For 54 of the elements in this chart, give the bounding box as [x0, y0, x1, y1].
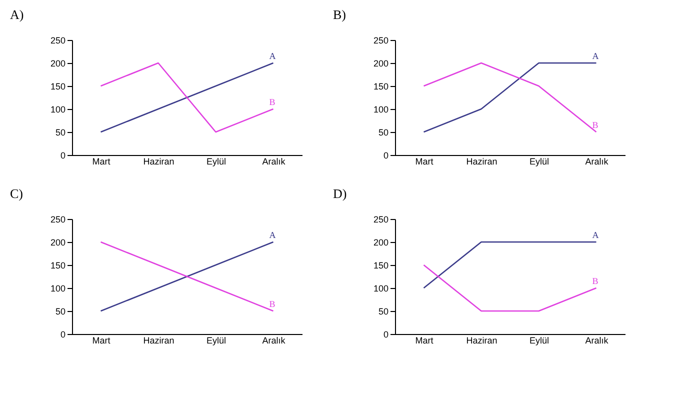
x-tick-label: Aralık — [585, 156, 609, 166]
y-tick-label: 200 — [50, 58, 66, 68]
y-tick-label: 250 — [373, 214, 388, 224]
y-tick-label: 100 — [373, 104, 388, 114]
series-label: A — [592, 51, 600, 61]
y-tick-label: 50 — [55, 128, 66, 138]
y-tick-label: 150 — [373, 260, 388, 270]
chart-title: A) — [10, 7, 24, 22]
series-label: A — [269, 51, 276, 61]
x-tick-label: Aralık — [262, 156, 286, 166]
y-tick-label: 50 — [378, 306, 388, 316]
y-tick-label: 0 — [383, 150, 388, 160]
x-tick-label: Mart — [92, 156, 111, 166]
x-tick-label: Mart — [415, 156, 434, 166]
y-tick-label: 0 — [60, 330, 66, 340]
x-tick-label: Haziran — [143, 336, 174, 346]
series-label: B — [592, 120, 598, 130]
chart-title: D) — [332, 186, 347, 201]
y-tick-label: 100 — [373, 284, 388, 294]
x-tick-label: Eylül — [529, 156, 550, 166]
series-label: B — [269, 97, 276, 107]
y-tick-label: 50 — [55, 306, 66, 316]
x-tick-label: Haziran — [143, 156, 174, 166]
series-label: B — [269, 299, 276, 309]
line-series — [100, 241, 274, 312]
y-tick-label: 250 — [50, 36, 66, 46]
y-tick-label: 250 — [50, 214, 66, 224]
x-tick-label: Mart — [92, 336, 111, 346]
series-label: B — [592, 276, 598, 286]
y-tick-label: 0 — [383, 330, 388, 340]
y-tick-label: 50 — [378, 128, 388, 138]
y-tick-label: 200 — [373, 238, 388, 248]
x-tick-label: Eylül — [206, 336, 226, 346]
x-tick-label: Aralık — [262, 336, 286, 346]
y-tick-label: 100 — [50, 104, 66, 114]
y-tick-label: 150 — [50, 82, 66, 92]
series-label: A — [592, 230, 600, 240]
chart-title: C) — [10, 186, 23, 201]
x-tick-label: Mart — [415, 336, 434, 346]
line-series — [100, 62, 274, 133]
series-label: A — [269, 230, 276, 240]
y-tick-label: 250 — [373, 36, 388, 46]
y-tick-label: 200 — [373, 58, 388, 68]
x-tick-label: Aralık — [585, 336, 609, 346]
x-tick-label: Eylül — [529, 336, 550, 346]
chart-title: B) — [332, 7, 346, 22]
x-tick-label: Haziran — [466, 336, 498, 346]
y-tick-label: 150 — [373, 82, 388, 92]
y-tick-label: 0 — [60, 150, 66, 160]
x-tick-label: Haziran — [466, 156, 498, 166]
y-tick-label: 200 — [50, 238, 66, 248]
y-tick-label: 100 — [50, 284, 66, 294]
x-tick-label: Eylül — [206, 156, 226, 166]
y-tick-label: 150 — [50, 260, 66, 270]
